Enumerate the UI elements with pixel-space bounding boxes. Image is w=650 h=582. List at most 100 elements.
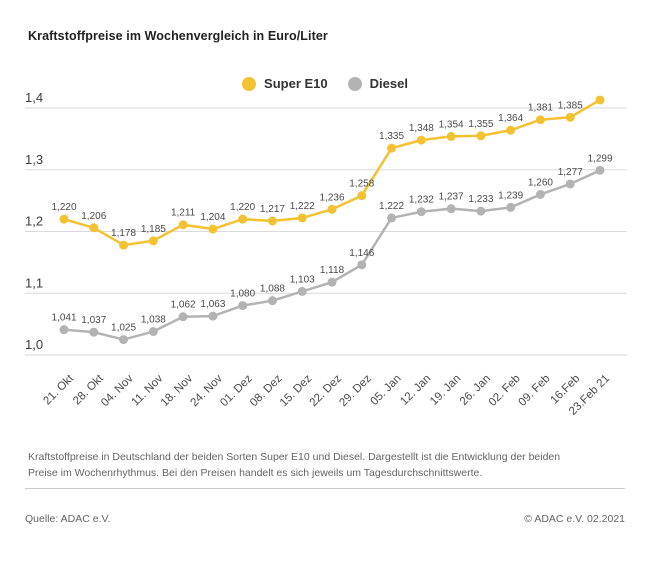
data-point-label-diesel: 1,025 xyxy=(111,323,136,334)
data-point-label-super-e10: 1,204 xyxy=(200,212,225,223)
data-point-label-super-e10: 1,258 xyxy=(349,179,374,190)
data-point-super-e10 xyxy=(267,216,277,226)
data-point-label-diesel: 1,232 xyxy=(409,195,434,206)
data-point-diesel xyxy=(119,335,129,345)
data-point-label-diesel: 1,118 xyxy=(320,265,345,276)
data-point-super-e10 xyxy=(208,224,218,234)
data-point-label-diesel: 1,260 xyxy=(528,177,553,188)
data-point-label-diesel: 1,233 xyxy=(468,194,493,205)
x-tick-label: 29. Dez xyxy=(337,372,374,409)
data-point-super-e10 xyxy=(446,131,456,141)
source-text: Quelle: ADAC e.V. xyxy=(25,513,111,525)
data-point-diesel xyxy=(89,327,99,337)
data-point-super-e10 xyxy=(148,236,158,246)
y-tick-label: 1,0 xyxy=(25,337,43,352)
data-point-label-super-e10: 1,220 xyxy=(51,202,76,213)
data-point-label-super-e10: 1,381 xyxy=(528,103,553,114)
legend-item-super-e10: Super E10 xyxy=(242,76,328,91)
data-point-diesel xyxy=(535,189,545,199)
data-point-label-super-e10: 1,206 xyxy=(81,211,106,222)
data-point-diesel xyxy=(297,286,307,296)
page-title: Kraftstoffpreise im Wochenvergleich in E… xyxy=(28,29,328,43)
data-point-super-e10 xyxy=(565,112,575,122)
data-point-label-super-e10: 1,348 xyxy=(409,123,434,134)
legend-item-diesel: Diesel xyxy=(347,76,408,91)
data-point-diesel xyxy=(208,311,218,321)
x-tick-label: 12. Jan xyxy=(398,373,433,408)
chart-description: Kraftstoffpreise in Deutschland der beid… xyxy=(28,450,561,479)
data-point-label-diesel: 1,299 xyxy=(587,153,612,164)
data-point-diesel xyxy=(565,179,575,189)
data-point-label-diesel: 1,277 xyxy=(558,167,583,178)
y-tick-label: 1,1 xyxy=(25,275,43,290)
data-point-super-e10 xyxy=(476,131,486,141)
data-point-super-e10 xyxy=(506,125,516,135)
x-tick-label: 09. Feb xyxy=(517,373,553,409)
x-tick-label: 01. Dez xyxy=(218,372,255,409)
data-point-label-diesel: 1,103 xyxy=(290,274,315,285)
data-point-super-e10 xyxy=(59,214,69,224)
data-point-diesel xyxy=(387,213,397,223)
data-point-diesel xyxy=(59,325,69,335)
copyright-text: © ADAC e.V. 02.2021 xyxy=(524,513,625,525)
y-tick-label: 1,3 xyxy=(25,152,43,167)
data-point-label-diesel: 1,038 xyxy=(141,315,166,326)
data-point-super-e10 xyxy=(416,135,426,145)
footer-divider xyxy=(25,488,625,489)
data-point-super-e10 xyxy=(595,95,605,105)
data-point-label-diesel: 1,222 xyxy=(379,201,404,212)
data-point-label-super-e10: 1,385 xyxy=(558,100,583,111)
data-point-label-diesel: 1,237 xyxy=(439,192,464,203)
x-tick-label: 05. Jan xyxy=(369,373,404,408)
data-point-diesel xyxy=(416,207,426,217)
data-point-diesel xyxy=(506,202,516,212)
data-point-label-super-e10: 1,211 xyxy=(171,208,196,219)
data-point-label-super-e10: 1,364 xyxy=(498,113,523,124)
legend-label: Super E10 xyxy=(264,76,328,91)
data-point-label-super-e10: 1,178 xyxy=(111,228,136,239)
data-point-super-e10 xyxy=(119,240,129,250)
x-tick-label: 24. Nov xyxy=(188,372,225,409)
data-point-diesel xyxy=(148,327,158,337)
data-point-label-super-e10: 1,222 xyxy=(290,201,315,212)
data-point-diesel xyxy=(595,165,605,175)
data-point-label-super-e10: 1,236 xyxy=(319,192,344,203)
data-point-label-super-e10: 1,220 xyxy=(230,202,255,213)
data-point-label-diesel: 1,037 xyxy=(81,315,106,326)
y-tick-label: 1,4 xyxy=(25,93,43,105)
x-tick-label: 22. Dez xyxy=(308,372,345,409)
chart-legend: Super E10 Diesel xyxy=(0,76,650,91)
x-tick-label: 18. Nov xyxy=(159,372,196,409)
data-point-diesel xyxy=(327,277,337,287)
data-point-super-e10 xyxy=(387,143,397,153)
data-point-diesel xyxy=(267,296,277,306)
data-point-label-super-e10: 1,355 xyxy=(468,119,493,130)
data-point-super-e10 xyxy=(535,115,545,125)
data-point-diesel xyxy=(357,260,367,270)
data-point-super-e10 xyxy=(357,191,367,201)
data-point-label-diesel: 1,041 xyxy=(51,313,76,324)
data-point-label-super-e10: 1,217 xyxy=(260,204,285,215)
footer: Quelle: ADAC e.V. © ADAC e.V. 02.2021 xyxy=(25,513,625,525)
data-point-label-super-e10: 1,413 xyxy=(587,93,612,94)
data-point-label-super-e10: 1,354 xyxy=(439,119,464,130)
data-point-label-super-e10: 1,335 xyxy=(379,131,404,142)
data-point-super-e10 xyxy=(238,214,248,224)
legend-dot-icon xyxy=(347,76,362,91)
legend-label: Diesel xyxy=(369,76,408,91)
x-tick-label: 21. Okt xyxy=(41,372,76,407)
data-point-label-diesel: 1,239 xyxy=(498,190,523,201)
data-point-super-e10 xyxy=(89,223,99,233)
data-point-label-diesel: 1,062 xyxy=(171,300,196,311)
legend-dot-icon xyxy=(242,76,257,91)
x-tick-label: 15. Dez xyxy=(278,372,315,409)
data-point-label-diesel: 1,080 xyxy=(230,289,255,300)
x-tick-label: 04. Nov xyxy=(99,372,136,409)
data-point-super-e10 xyxy=(297,213,307,223)
data-point-diesel xyxy=(476,206,486,216)
data-point-diesel xyxy=(178,312,188,322)
data-point-super-e10 xyxy=(327,204,337,214)
data-point-label-diesel: 1,063 xyxy=(200,299,225,310)
